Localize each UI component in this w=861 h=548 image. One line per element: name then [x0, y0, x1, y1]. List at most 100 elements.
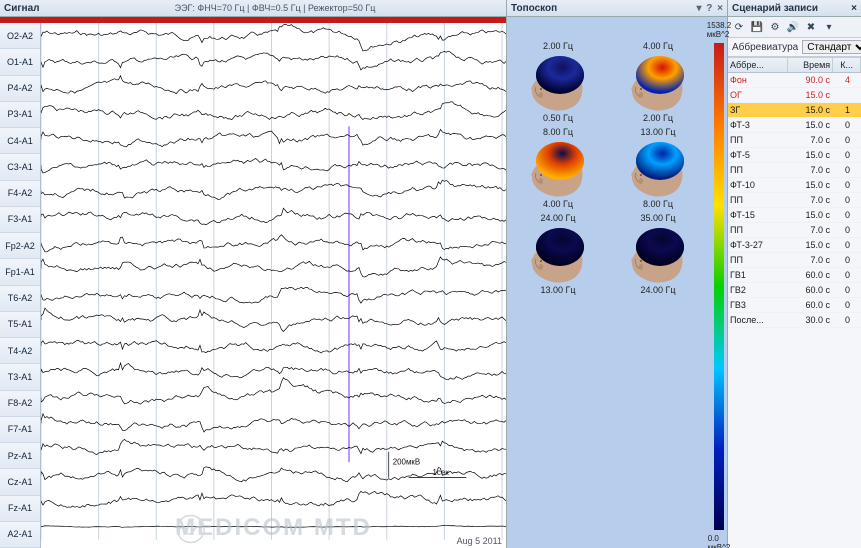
- row-abbrev: ПП: [728, 165, 788, 175]
- channel-label[interactable]: Fp1-A1: [0, 259, 40, 285]
- toposcope-head[interactable]: 4.00 Гц 2.00 Гц: [611, 41, 705, 125]
- row-abbrev: ПП: [728, 255, 788, 265]
- tool-config-icon[interactable]: ⚙: [768, 20, 782, 34]
- row-time: 60.0 c: [788, 270, 834, 280]
- scenario-row[interactable]: ПП7.0 c0: [728, 133, 861, 148]
- channel-label[interactable]: C4-A1: [0, 128, 40, 154]
- scenario-row[interactable]: После...30.0 c0: [728, 313, 861, 328]
- tool-sound-icon[interactable]: 🔊: [786, 20, 800, 34]
- watermark: MEDICOM MTD: [175, 514, 372, 542]
- scenario-header: Сценарий записи ×: [728, 0, 861, 17]
- row-k: 0: [834, 285, 861, 295]
- toposcope-head[interactable]: 24.00 Гц 13.00 Гц: [511, 213, 605, 297]
- row-time: 7.0 c: [788, 255, 834, 265]
- scenario-row[interactable]: ГВ360.0 c0: [728, 298, 861, 313]
- waveform-area[interactable]: 200мкВ1сек MEDICOM MTD Aug 5 2011: [41, 23, 506, 548]
- row-k: 4: [834, 75, 861, 85]
- toposcope-panel: Топоскоп ▾ ? × 2.00 Гц 0.50 Гц 4.00 Гц: [507, 0, 728, 548]
- row-time: 15.0 c: [788, 240, 834, 250]
- row-k: 0: [834, 180, 861, 190]
- row-k: 0: [834, 300, 861, 310]
- toposcope-head[interactable]: 13.00 Гц 8.00 Гц: [611, 127, 705, 211]
- tool-save-icon[interactable]: 💾: [750, 20, 764, 34]
- scenario-row[interactable]: ОГ15.0 c: [728, 88, 861, 103]
- scenario-panel: Сценарий записи × ⟳ 💾 ⚙ 🔊 ✖ ▾ Аббревиату…: [728, 0, 861, 548]
- channel-label[interactable]: F7-A1: [0, 417, 40, 443]
- col-abbrev[interactable]: Аббре...: [728, 58, 788, 72]
- toposcope-head[interactable]: 2.00 Гц 0.50 Гц: [511, 41, 605, 125]
- channel-label[interactable]: Fp2-A2: [0, 233, 40, 259]
- scenario-toolbar: ⟳ 💾 ⚙ 🔊 ✖ ▾: [728, 17, 861, 38]
- row-k: 0: [834, 120, 861, 130]
- scenario-row[interactable]: ФТ-515.0 c0: [728, 148, 861, 163]
- close-icon[interactable]: ×: [717, 3, 723, 14]
- toposcope-title: Топоскоп: [511, 3, 557, 14]
- scenario-row[interactable]: ФТ-1515.0 c0: [728, 208, 861, 223]
- topo-top-freq: 24.00 Гц: [540, 213, 575, 225]
- channel-label[interactable]: P3-A1: [0, 102, 40, 128]
- col-time[interactable]: Время: [788, 58, 833, 72]
- col-k[interactable]: К...: [833, 58, 861, 72]
- row-time: 7.0 c: [788, 195, 834, 205]
- scenario-row[interactable]: ПП7.0 c0: [728, 223, 861, 238]
- row-abbrev: Фон: [728, 75, 788, 85]
- scenario-row[interactable]: ФТ-3-2715.0 c0: [728, 238, 861, 253]
- legend-max: 1538.2 мкВ^2: [707, 21, 731, 39]
- topo-bottom-freq: 8.00 Гц: [643, 199, 673, 211]
- channel-label[interactable]: C3-A1: [0, 154, 40, 180]
- tool-stop-icon[interactable]: ✖: [804, 20, 818, 34]
- channel-label[interactable]: P4-A2: [0, 76, 40, 102]
- channel-label[interactable]: F3-A1: [0, 207, 40, 233]
- scenario-row[interactable]: ГВ260.0 c0: [728, 283, 861, 298]
- scenario-row[interactable]: ЗГ15.0 c1: [728, 103, 861, 118]
- app-root: Сигнал ЭЭГ: ФНЧ=70 Гц | ФВЧ=0.5 Гц | Реж…: [0, 0, 861, 548]
- channel-label[interactable]: Cz-A1: [0, 469, 40, 495]
- row-abbrev: ФТ-15: [728, 210, 788, 220]
- row-abbrev: После...: [728, 315, 788, 325]
- topo-top-freq: 13.00 Гц: [640, 127, 675, 139]
- row-time: 15.0 c: [788, 210, 834, 220]
- channel-label[interactable]: T6-A2: [0, 286, 40, 312]
- channel-label[interactable]: Pz-A1: [0, 443, 40, 469]
- channel-label[interactable]: O1-A1: [0, 49, 40, 75]
- channel-label[interactable]: A2-A1: [0, 522, 40, 548]
- tool-refresh-icon[interactable]: ⟳: [732, 20, 746, 34]
- signal-title: Сигнал: [0, 3, 44, 14]
- scenario-row[interactable]: ФТ-1015.0 c0: [728, 178, 861, 193]
- waveform-svg: 200мкВ1сек: [41, 23, 506, 540]
- channel-label[interactable]: F4-A2: [0, 181, 40, 207]
- row-k: 0: [834, 270, 861, 280]
- toposcope-header-icons: ▾ ? ×: [694, 3, 723, 14]
- scenario-row[interactable]: ПП7.0 c0: [728, 253, 861, 268]
- topo-top-freq: 4.00 Гц: [643, 41, 673, 53]
- scenario-thead: Аббре... Время К...: [728, 58, 861, 73]
- scenario-title: Сценарий записи: [732, 3, 818, 14]
- row-abbrev: ЗГ: [728, 105, 788, 115]
- scenario-row[interactable]: ПП7.0 c0: [728, 193, 861, 208]
- scenario-preset-select[interactable]: Стандарт: [802, 40, 861, 54]
- row-abbrev: ГВ3: [728, 300, 788, 310]
- channel-label[interactable]: O2-A2: [0, 23, 40, 49]
- toposcope-head[interactable]: 35.00 Гц 24.00 Гц: [611, 213, 705, 297]
- row-time: 90.0 c: [788, 75, 834, 85]
- channel-label[interactable]: T5-A1: [0, 312, 40, 338]
- topo-top-freq: 2.00 Гц: [543, 41, 573, 53]
- scenario-row[interactable]: ГВ160.0 c0: [728, 268, 861, 283]
- signal-header: Сигнал ЭЭГ: ФНЧ=70 Гц | ФВЧ=0.5 Гц | Реж…: [0, 0, 506, 17]
- scenario-row[interactable]: ФТ-315.0 c0: [728, 118, 861, 133]
- dropdown-icon[interactable]: ▾: [696, 3, 701, 14]
- channel-label[interactable]: F8-A2: [0, 391, 40, 417]
- toposcope-head[interactable]: 8.00 Гц 4.00 Гц: [511, 127, 605, 211]
- scenario-row[interactable]: ПП7.0 c0: [728, 163, 861, 178]
- scenario-row[interactable]: Фон90.0 c4: [728, 73, 861, 88]
- help-icon[interactable]: ?: [706, 3, 712, 14]
- channel-label[interactable]: T3-A1: [0, 364, 40, 390]
- channel-label[interactable]: Fz-A1: [0, 496, 40, 522]
- scenario-subbar: Аббревиатура Стандарт: [728, 38, 861, 57]
- row-k: 0: [834, 150, 861, 160]
- tool-menu-icon[interactable]: ▾: [822, 20, 836, 34]
- close-icon[interactable]: ×: [851, 3, 857, 14]
- channel-label[interactable]: T4-A2: [0, 338, 40, 364]
- row-k: 0: [834, 210, 861, 220]
- row-time: 15.0 c: [788, 90, 834, 100]
